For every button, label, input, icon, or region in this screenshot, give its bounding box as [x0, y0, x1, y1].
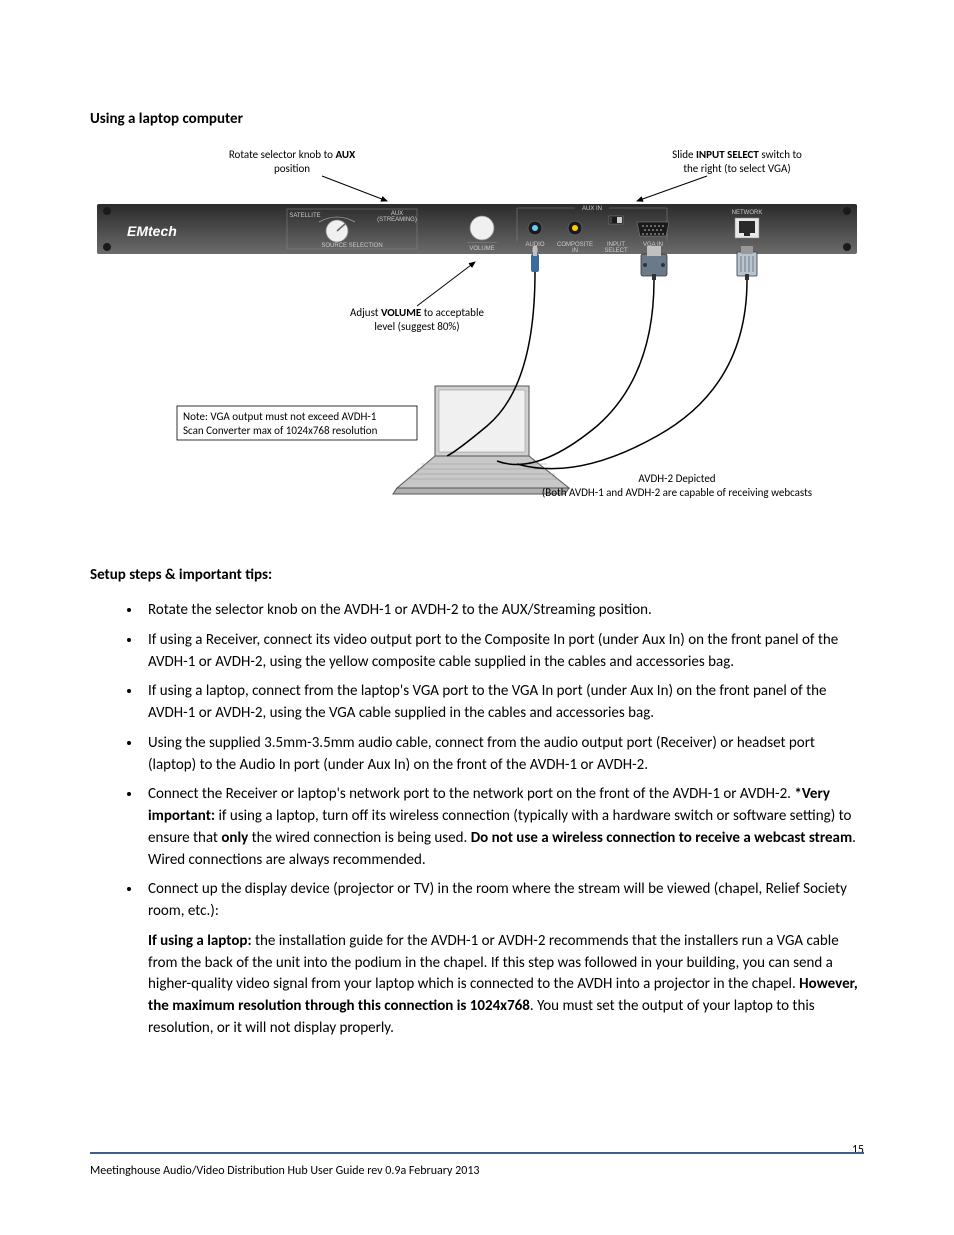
label-input-select2: SELECT — [604, 248, 628, 254]
label-aux-bot: (STREAMING) — [377, 217, 417, 223]
depicted-title: AVDH-2 Depicted — [638, 472, 715, 485]
step-item: If using a laptop, connect from the lapt… — [142, 681, 864, 725]
connection-diagram: Rotate selector knob to AUX position Sli… — [90, 146, 864, 526]
brand-label: EMtech — [127, 223, 177, 239]
callout-input-line1: Slide INPUT SELECT switch to — [672, 148, 802, 161]
label-aux-in: AUX IN — [582, 206, 602, 212]
callout-aux-line1: Rotate selector knob to AUX — [229, 148, 356, 161]
laptop-illustration — [393, 386, 569, 494]
vga-in-port — [637, 222, 669, 236]
arrow-aux — [322, 176, 387, 201]
note-line2: Scan Converter max of 1024x768 resolutio… — [183, 424, 378, 437]
section-heading-laptop: Using a laptop computer — [90, 110, 864, 128]
callout-volume-line1: Adjust VOLUME to acceptable — [350, 306, 484, 319]
callout-aux-line2: position — [274, 162, 310, 175]
depicted-sub: (Both AVDH-1 and AVDH-2 are capable of r… — [542, 486, 812, 499]
volume-knob — [470, 216, 494, 240]
step-item: Connect up the display device (projector… — [142, 879, 864, 923]
step-item: If using a Receiver, connect its video o… — [142, 630, 864, 674]
steps-list: Rotate the selector knob on the AVDH-1 o… — [90, 600, 864, 923]
step-item: Connect the Receiver or laptop's network… — [142, 784, 864, 871]
sub-block-laptop: If using a laptop: the installation guid… — [148, 931, 864, 1040]
callout-volume-line2: level (suggest 80%) — [374, 320, 459, 333]
arrow-volume — [417, 262, 475, 306]
step-item: Rotate the selector knob on the AVDH-1 o… — [142, 600, 864, 622]
step-item: Using the supplied 3.5mm-3.5mm audio cab… — [142, 733, 864, 777]
note-line1: Note: VGA output must not exceed AVDH-1 — [183, 410, 377, 423]
page-footer: Meetinghouse Audio/Video Distribution Hu… — [90, 1152, 864, 1179]
label-source-selection: SOURCE SELECTION — [321, 243, 382, 249]
label-volume: VOLUME — [469, 246, 494, 252]
label-composite-in2: IN — [572, 248, 578, 254]
callout-input-line2: the right (to select VGA) — [683, 162, 790, 175]
label-satellite: SATELLITE — [289, 213, 320, 219]
label-network: NETWORK — [732, 210, 763, 216]
steps-heading: Setup steps & important tips: — [90, 566, 864, 584]
arrow-input — [637, 176, 707, 201]
cable-network — [517, 280, 747, 469]
footer-text: Meetinghouse Audio/Video Distribution Hu… — [90, 1164, 480, 1178]
